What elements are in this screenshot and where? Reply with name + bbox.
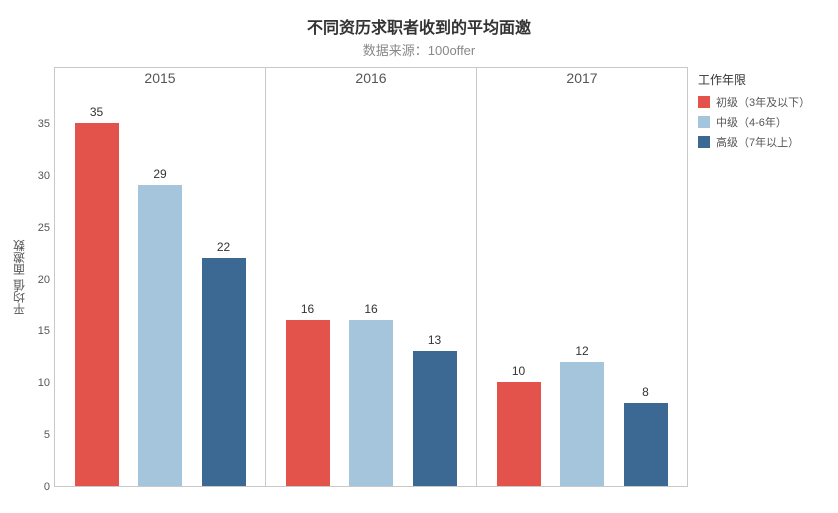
y-tick: 10 xyxy=(38,377,50,389)
bar-mid: 12 xyxy=(560,362,604,486)
bar-value-label: 22 xyxy=(217,240,230,254)
y-tick: 35 xyxy=(38,118,50,130)
bar-junior: 35 xyxy=(75,123,119,486)
bars-layer: 10128 xyxy=(477,94,687,486)
legend-label: 初级（3年及以下） xyxy=(716,94,810,110)
bar-junior: 16 xyxy=(286,320,330,486)
y-tick: 30 xyxy=(38,170,50,182)
bars-layer: 352922 xyxy=(55,94,265,486)
legend-label: 中级（4-6年） xyxy=(716,114,787,130)
y-axis-label: 平均值 面邀数 xyxy=(10,67,28,487)
legend-item: 中级（4-6年） xyxy=(698,114,828,130)
bar-junior: 10 xyxy=(497,382,541,486)
panel-header: 2015 xyxy=(55,70,265,86)
bars-layer: 161613 xyxy=(266,94,476,486)
legend: 工作年限 初级（3年及以下） 中级（4-6年） 高级（7年以上） xyxy=(688,67,828,487)
bar-value-label: 13 xyxy=(428,333,441,347)
legend-swatch xyxy=(698,96,710,108)
y-axis-ticks: 05101520253035 xyxy=(28,67,54,487)
bar-value-label: 29 xyxy=(153,167,166,181)
chart-subtitle: 数据来源：100offer xyxy=(10,40,828,59)
legend-swatch xyxy=(698,116,710,128)
bar-senior: 8 xyxy=(624,403,668,486)
bar-value-label: 12 xyxy=(575,344,588,358)
legend-label: 高级（7年以上） xyxy=(716,134,799,150)
panel-2016: 2016161613 xyxy=(265,67,476,487)
legend-item: 高级（7年以上） xyxy=(698,134,828,150)
chart-body: 平均值 面邀数 05101520253035 20153529222016161… xyxy=(10,67,828,487)
panel-2017: 201710128 xyxy=(476,67,688,487)
chart-title: 不同资历求职者收到的平均面邀 xyxy=(10,14,828,38)
y-tick: 15 xyxy=(38,325,50,337)
bar-value-label: 16 xyxy=(301,302,314,316)
y-tick: 25 xyxy=(38,222,50,234)
bar-value-label: 10 xyxy=(512,364,525,378)
panel-2015: 2015352922 xyxy=(54,67,265,487)
y-tick: 5 xyxy=(44,429,50,441)
bar-value-label: 35 xyxy=(90,105,103,119)
y-tick: 0 xyxy=(44,481,50,493)
plot-area: 20153529222016161613201710128 xyxy=(54,67,688,487)
chart-container: 不同资历求职者收到的平均面邀 数据来源：100offer 平均值 面邀数 0 5 1… xyxy=(0,0,838,513)
bar-mid: 16 xyxy=(349,320,393,486)
panel-header: 2016 xyxy=(266,70,476,86)
legend-item: 初级（3年及以下） xyxy=(698,94,828,110)
bar-senior: 22 xyxy=(202,258,246,486)
panel-header: 2017 xyxy=(477,70,687,86)
legend-swatch xyxy=(698,136,710,148)
legend-title: 工作年限 xyxy=(698,71,828,88)
bar-value-label: 8 xyxy=(642,385,649,399)
y-tick: 20 xyxy=(38,274,50,286)
bar-value-label: 16 xyxy=(364,302,377,316)
bar-mid: 29 xyxy=(138,185,182,486)
bar-senior: 13 xyxy=(413,351,457,486)
